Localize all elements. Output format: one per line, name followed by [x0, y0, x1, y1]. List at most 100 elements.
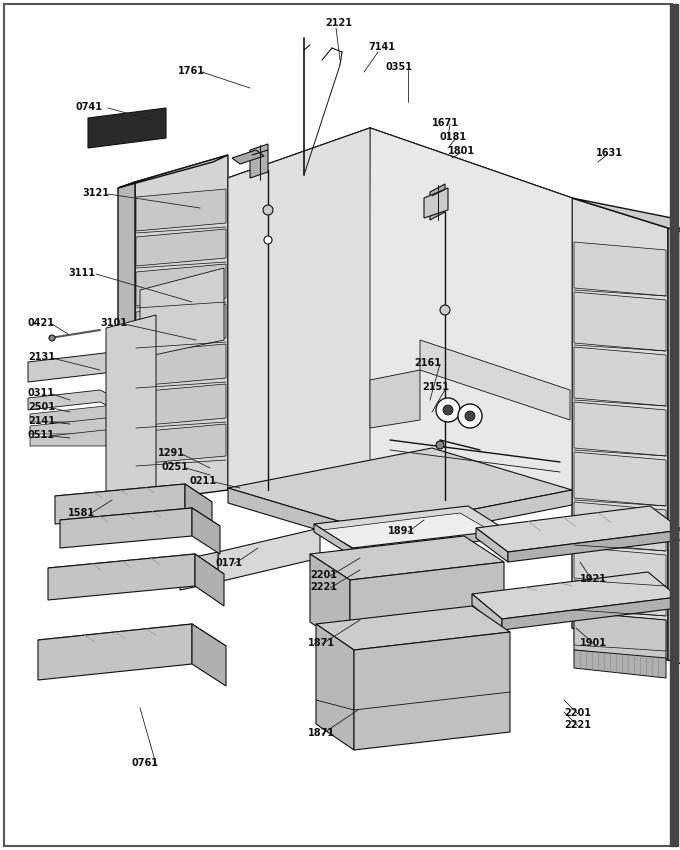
Polygon shape — [38, 624, 226, 662]
Polygon shape — [310, 536, 504, 580]
Circle shape — [49, 335, 55, 341]
Polygon shape — [370, 128, 375, 532]
Polygon shape — [574, 612, 666, 651]
Polygon shape — [135, 155, 228, 502]
Polygon shape — [368, 490, 572, 545]
Polygon shape — [472, 572, 678, 619]
Polygon shape — [668, 228, 680, 664]
Text: 1921: 1921 — [580, 574, 607, 584]
Polygon shape — [370, 370, 420, 428]
Polygon shape — [136, 264, 226, 306]
Text: 2161: 2161 — [414, 358, 441, 368]
Polygon shape — [232, 150, 264, 164]
Polygon shape — [136, 189, 226, 231]
Polygon shape — [574, 402, 666, 456]
Text: 0511: 0511 — [28, 430, 55, 440]
Text: 1761: 1761 — [178, 66, 205, 76]
Text: 2501: 2501 — [28, 402, 55, 412]
Polygon shape — [368, 128, 572, 530]
Polygon shape — [430, 184, 445, 220]
Text: 1891: 1891 — [388, 526, 415, 536]
Text: 2221: 2221 — [310, 582, 337, 592]
Polygon shape — [30, 430, 115, 446]
Text: 1671: 1671 — [432, 118, 459, 128]
Circle shape — [436, 441, 444, 449]
Polygon shape — [48, 554, 224, 588]
Polygon shape — [574, 582, 666, 616]
Polygon shape — [572, 198, 668, 660]
Text: 3111: 3111 — [68, 268, 95, 278]
Polygon shape — [185, 484, 212, 530]
Polygon shape — [130, 350, 145, 378]
Text: 2141: 2141 — [28, 416, 55, 426]
Polygon shape — [228, 448, 572, 530]
Polygon shape — [574, 292, 666, 351]
Polygon shape — [314, 524, 352, 556]
Circle shape — [458, 404, 482, 428]
Text: 0251: 0251 — [162, 462, 189, 472]
Polygon shape — [472, 594, 502, 630]
Text: 1631: 1631 — [596, 148, 623, 158]
Polygon shape — [195, 554, 224, 606]
Polygon shape — [352, 530, 506, 556]
Polygon shape — [574, 547, 666, 586]
Polygon shape — [420, 340, 570, 420]
Polygon shape — [310, 554, 350, 648]
Polygon shape — [574, 452, 666, 506]
Polygon shape — [118, 155, 228, 188]
Polygon shape — [192, 624, 226, 686]
Polygon shape — [354, 632, 510, 750]
Polygon shape — [572, 198, 680, 232]
Text: 0171: 0171 — [216, 558, 243, 568]
Circle shape — [443, 405, 453, 415]
Polygon shape — [424, 188, 448, 218]
Text: 2131: 2131 — [28, 352, 55, 362]
Polygon shape — [55, 484, 212, 514]
Circle shape — [436, 398, 460, 422]
Text: 2221: 2221 — [564, 720, 591, 730]
Text: 2201: 2201 — [310, 570, 337, 580]
Text: 0741: 0741 — [75, 102, 102, 112]
Polygon shape — [136, 304, 226, 346]
Text: 1871: 1871 — [308, 728, 335, 738]
Polygon shape — [350, 562, 504, 648]
Polygon shape — [140, 268, 224, 358]
Text: 1801: 1801 — [448, 146, 475, 156]
Polygon shape — [30, 418, 115, 434]
Text: 1901: 1901 — [580, 638, 607, 648]
Polygon shape — [476, 506, 680, 552]
Polygon shape — [136, 384, 226, 426]
Polygon shape — [55, 484, 185, 524]
Polygon shape — [30, 406, 115, 422]
Bar — [670, 4, 678, 846]
Text: 2151: 2151 — [422, 382, 449, 392]
Text: 3121: 3121 — [82, 188, 109, 198]
Text: 2201: 2201 — [564, 708, 591, 718]
Polygon shape — [228, 128, 370, 530]
Polygon shape — [228, 488, 368, 545]
Polygon shape — [28, 350, 145, 382]
Polygon shape — [314, 506, 506, 548]
Polygon shape — [574, 612, 666, 660]
Polygon shape — [136, 344, 226, 386]
Polygon shape — [574, 650, 666, 678]
Polygon shape — [106, 315, 156, 498]
Polygon shape — [476, 528, 508, 562]
Polygon shape — [60, 508, 220, 538]
Polygon shape — [38, 624, 192, 680]
Polygon shape — [118, 182, 135, 510]
Polygon shape — [60, 508, 192, 548]
Circle shape — [263, 205, 273, 215]
Polygon shape — [316, 606, 510, 650]
Polygon shape — [228, 128, 572, 248]
Text: 1581: 1581 — [68, 508, 95, 518]
Polygon shape — [322, 513, 498, 552]
Text: 1291: 1291 — [158, 448, 185, 458]
Polygon shape — [508, 530, 680, 562]
Text: 1871: 1871 — [308, 638, 335, 648]
Polygon shape — [502, 597, 678, 630]
Circle shape — [264, 236, 272, 244]
Polygon shape — [48, 554, 195, 600]
Polygon shape — [88, 108, 166, 148]
Circle shape — [440, 305, 450, 315]
